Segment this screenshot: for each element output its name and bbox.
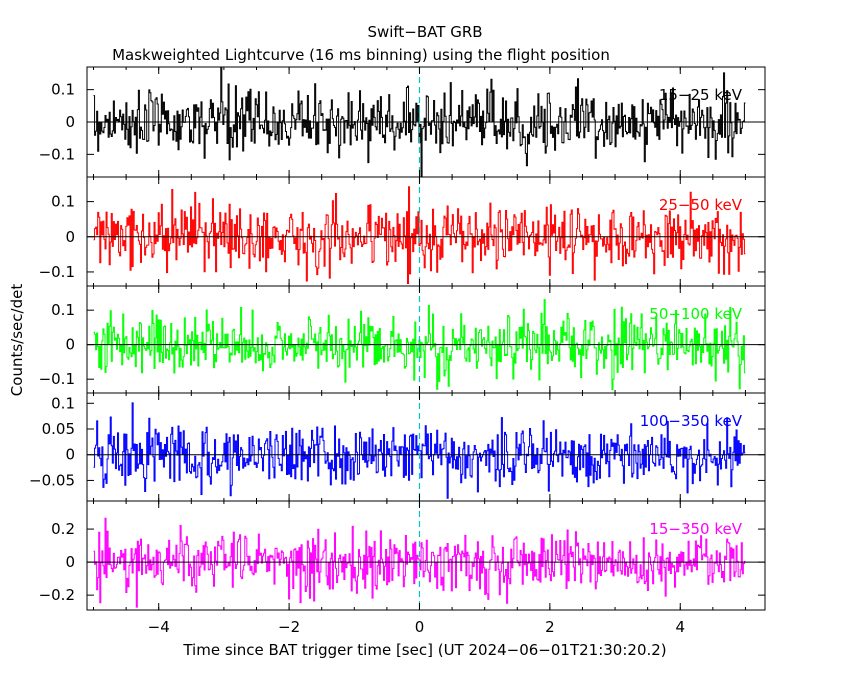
y-tick-label: 0.1 <box>51 301 75 319</box>
panel: −0.1 0 0.1 50−100 keV <box>39 285 766 394</box>
panel: −0.05 0 0.05 0.1 100−350 keV <box>29 392 766 502</box>
x-tick-label: −4 <box>148 618 170 636</box>
x-tick-label: −2 <box>278 618 300 636</box>
lightcurve-series <box>93 186 746 284</box>
y-tick-label: 0 <box>65 553 75 571</box>
band-label: 15−350 keV <box>649 520 742 538</box>
y-tick-label: −0.1 <box>39 145 75 163</box>
panel: −0.1 0 0.1 25−50 keV <box>39 176 766 287</box>
x-tick-label: 2 <box>545 618 555 636</box>
panel-frame <box>86 500 766 611</box>
y-tick-label: 0 <box>65 228 75 246</box>
y-tick-label: 0.1 <box>51 193 75 211</box>
y-tick-label: 0.2 <box>51 520 75 538</box>
y-tick-label: −0.1 <box>39 263 75 281</box>
band-label: 100−350 keV <box>640 412 743 430</box>
y-tick-label: 0 <box>65 113 75 131</box>
y-axis-label: Counts/sec/det <box>8 284 26 397</box>
lightcurve-series <box>93 402 746 499</box>
y-tick-label: 0.1 <box>51 394 75 412</box>
y-tick-label: 0.1 <box>51 81 75 99</box>
y-tick-label: 0 <box>65 446 75 464</box>
x-tick-label: 0 <box>415 618 425 636</box>
band-label: 15−25 keV <box>659 86 743 104</box>
panel: −0.1 0 0.1 15−25 keV <box>39 66 766 178</box>
y-tick-label: 0.05 <box>42 420 75 438</box>
x-tick-labels: −4 −2 0 2 4 <box>148 618 685 636</box>
band-label: 25−50 keV <box>659 196 743 214</box>
y-tick-label: 0 <box>65 336 75 354</box>
x-axis-label: Time since BAT trigger time [sec] (UT 20… <box>182 641 666 659</box>
y-tick-label: −0.2 <box>39 586 75 604</box>
panels: −0.1 0 0.1 15−25 keV −0.1 0 0.1 25−50 keV −0.1 0 0… <box>29 66 766 611</box>
panel: −0.2 0 0.2 15−350 keV <box>39 500 766 611</box>
y-tick-label: −0.1 <box>39 370 75 388</box>
chart-title: Swift−BAT GRB <box>367 23 482 41</box>
y-tick-label: −0.05 <box>29 471 75 489</box>
x-tick-label: 4 <box>675 618 685 636</box>
chart-subtitle: Maskweighted Lightcurve (16 ms binning) … <box>112 46 610 64</box>
band-label: 50−100 keV <box>649 305 742 323</box>
